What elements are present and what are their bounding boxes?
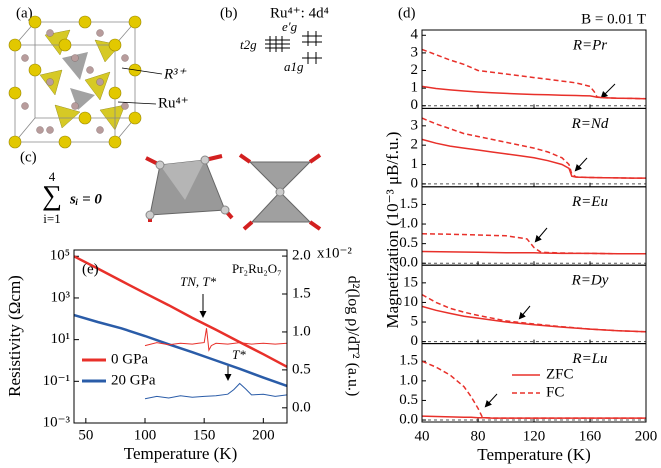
- subplot-frame: [421, 264, 647, 345]
- subplot-label: R=Pr: [572, 37, 607, 53]
- x-tick-label: 150: [193, 427, 216, 443]
- y-tick-label: 0.0: [399, 255, 418, 271]
- y-tick-label: 1.5: [399, 196, 418, 212]
- arrows: [199, 83, 616, 408]
- subplot-label: R=Nd: [571, 116, 609, 132]
- x-axis-label: Temperature (K): [124, 444, 238, 463]
- y-tick-label: 10⁵: [50, 248, 70, 264]
- x-tick-label: 120: [523, 428, 546, 444]
- x-tick-label: 50: [78, 427, 93, 443]
- annotation: Pr₂Ru₂O₇: [232, 261, 282, 276]
- panel-label: (c): [20, 149, 37, 165]
- level-label: t2g: [240, 37, 257, 52]
- x-tick-label: 100: [134, 427, 157, 443]
- y-tick-label: 10: [403, 294, 418, 310]
- magnetization-line: [421, 233, 646, 255]
- y-tick-label: 1.0: [399, 215, 418, 231]
- derivative-line: [144, 328, 288, 352]
- y-tick-label: 4: [411, 27, 419, 43]
- annotation: B = 0.01 T: [581, 11, 646, 27]
- level-title: Ru⁴⁺: 4d⁴: [270, 5, 329, 21]
- x-tick-label: 200: [252, 427, 275, 443]
- x-tick-label: 40: [415, 428, 430, 444]
- y-axis-label: Magnetization (10⁻³ μB/f.u.): [383, 132, 402, 329]
- level-label: e′g: [282, 19, 298, 34]
- level-diagram: (b) Ru⁴⁺: 4d⁴ t2g e′g a1g: [220, 5, 329, 74]
- plot-frame: [73, 249, 288, 424]
- level-label: a1g: [284, 59, 304, 74]
- y2-tick-label: 1.0: [292, 323, 311, 339]
- magnetization-line: [421, 138, 646, 179]
- sum-lower: i=1: [43, 211, 60, 226]
- y-tick-label: 10⁻¹: [43, 373, 70, 389]
- panel-label: (b): [220, 5, 238, 21]
- y-tick-label: 1: [411, 156, 419, 172]
- x-axis-label: Temperature (K): [477, 445, 591, 464]
- magnetization-line: [421, 293, 647, 333]
- y-tick-label: 15: [403, 274, 418, 290]
- magnetization-line: [421, 117, 646, 179]
- sum-body: sᵢ = 0: [69, 191, 102, 207]
- legend-label: 0 GPa: [111, 351, 148, 367]
- magnetization-line: [421, 250, 646, 255]
- x-tick-label: 80: [471, 428, 486, 444]
- subplot-label: R=Dy: [571, 273, 609, 289]
- y2-tick-label: 0.5: [292, 361, 311, 377]
- y-tick-label: 1.0: [399, 372, 418, 388]
- y-tick-label: 1: [411, 80, 419, 96]
- y-tick-label: 1.5: [399, 353, 418, 369]
- y2-tick-label: 2.0: [292, 248, 311, 264]
- y2-tick-label: 1.5: [292, 285, 311, 301]
- y2-multiplier: x10⁻²: [317, 245, 352, 261]
- x-tick-label: 200: [635, 428, 658, 444]
- magnetization-line: [421, 305, 647, 333]
- y-tick-label: 0: [411, 333, 419, 349]
- sum-symbol: ∑: [42, 180, 62, 211]
- y-tick-label: 3: [411, 117, 419, 133]
- y2-axis-label: d²(log ρ)/dT² (a.u.): [344, 276, 361, 397]
- legend-label: FC: [546, 384, 564, 400]
- magnetization-line: [421, 360, 646, 419]
- ion-label: Ru⁴⁺: [158, 95, 189, 111]
- y-tick-label: 0: [411, 97, 419, 113]
- sum-upper: 4: [49, 169, 56, 184]
- magnetization-line: [421, 48, 647, 100]
- resistivity-line: [73, 313, 288, 388]
- derivative-line: [144, 382, 288, 400]
- spin-illustration: (c) 4 ∑ i=1 sᵢ = 0: [20, 149, 322, 231]
- y-tick-label: 5: [411, 313, 419, 329]
- y-tick-label: 0.0: [399, 411, 418, 427]
- y-tick-label: 0.5: [399, 235, 418, 251]
- ion-label: R³⁺: [163, 66, 187, 82]
- y-tick-label: 2: [411, 62, 419, 78]
- legend-label: ZFC: [546, 366, 574, 382]
- y-axis-label: Resistivity (Ωcm): [5, 275, 24, 397]
- resistivity-line: [73, 255, 288, 368]
- panel-label: (a): [16, 5, 33, 21]
- subplot-frame: [421, 343, 647, 423]
- subplot-label: R=Eu: [571, 194, 608, 210]
- y-tick-label: 10¹: [51, 331, 71, 347]
- y-tick-label: 10³: [51, 289, 71, 305]
- y2-tick-label: 0.0: [292, 399, 311, 415]
- crystal-illustration: (a) R³⁺ Ru⁴⁺: [8, 5, 189, 149]
- annotation: TN, T*: [180, 274, 217, 289]
- y-tick-label: 0: [411, 175, 419, 191]
- panel-label: (e): [82, 261, 99, 277]
- y-tick-label: 0.5: [399, 392, 418, 408]
- subplot-label: R=Lu: [571, 351, 607, 367]
- panel-label: (d): [398, 5, 416, 21]
- subplot-frame: [421, 29, 647, 109]
- y-tick-label: 2: [411, 137, 419, 153]
- x-tick-label: 160: [579, 428, 602, 444]
- y-tick-label: 3: [411, 44, 419, 60]
- magnetization-line: [421, 85, 647, 100]
- annotation: T*: [232, 347, 246, 362]
- legend-label: 20 GPa: [111, 372, 156, 388]
- y-tick-label: 10⁻³: [43, 414, 71, 430]
